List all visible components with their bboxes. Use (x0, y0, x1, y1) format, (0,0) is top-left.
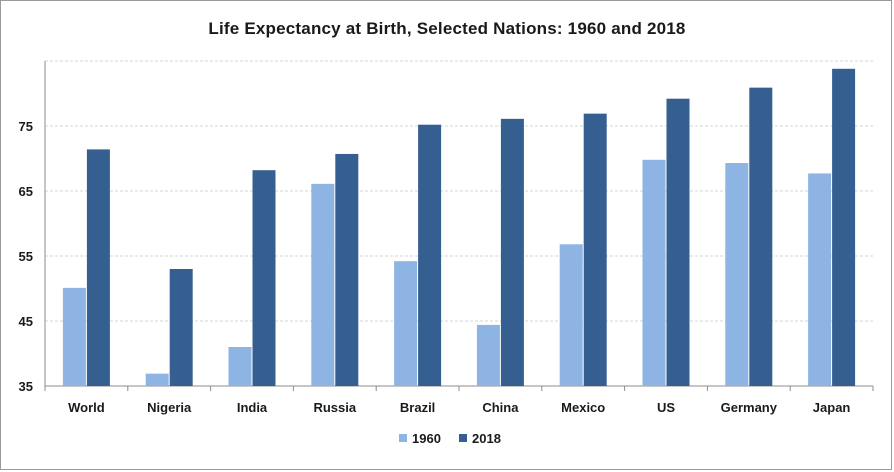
legend-swatch-2018 (459, 434, 467, 442)
x-tick-label: India (237, 400, 268, 415)
bar-1960-world (62, 287, 86, 386)
bar-2018-india (252, 170, 276, 386)
bar-1960-russia (311, 183, 335, 386)
bar-1960-mexico (559, 244, 583, 386)
x-tick-label: Germany (721, 400, 778, 415)
y-tick-label: 45 (19, 314, 33, 329)
x-tick-label: US (657, 400, 675, 415)
bar-1960-india (228, 347, 252, 386)
x-tick-label: Brazil (400, 400, 435, 415)
bar-1960-germany (725, 163, 749, 386)
bar-1960-brazil (394, 261, 418, 386)
legend-swatch-1960 (399, 434, 407, 442)
y-tick-label: 35 (19, 379, 33, 394)
y-tick-label: 75 (19, 119, 33, 134)
legend-label: 1960 (412, 431, 441, 446)
bar-2018-us (666, 98, 690, 386)
bar-1960-nigeria (145, 373, 169, 386)
bar-2018-germany (749, 87, 773, 387)
legend-label: 2018 (472, 431, 501, 446)
bar-2018-japan (832, 68, 856, 387)
bar-1960-china (476, 324, 500, 386)
bar-2018-brazil (418, 124, 442, 386)
x-tick-label: Russia (313, 400, 356, 415)
x-tick-label: Japan (813, 400, 851, 415)
y-tick-label: 55 (19, 249, 33, 264)
bar-2018-mexico (583, 113, 607, 387)
bar-2018-nigeria (169, 269, 193, 386)
bar-2018-world (86, 149, 110, 386)
bar-1960-us (642, 159, 666, 386)
bar-1960-japan (808, 173, 832, 386)
x-tick-label: Mexico (561, 400, 605, 415)
chart-title: Life Expectancy at Birth, Selected Natio… (208, 19, 686, 38)
bar-2018-china (500, 118, 524, 386)
x-tick-label: Nigeria (147, 400, 192, 415)
bar-2018-russia (335, 153, 359, 386)
x-tick-label: China (482, 400, 519, 415)
y-tick-label: 65 (19, 184, 33, 199)
x-tick-label: World (68, 400, 105, 415)
